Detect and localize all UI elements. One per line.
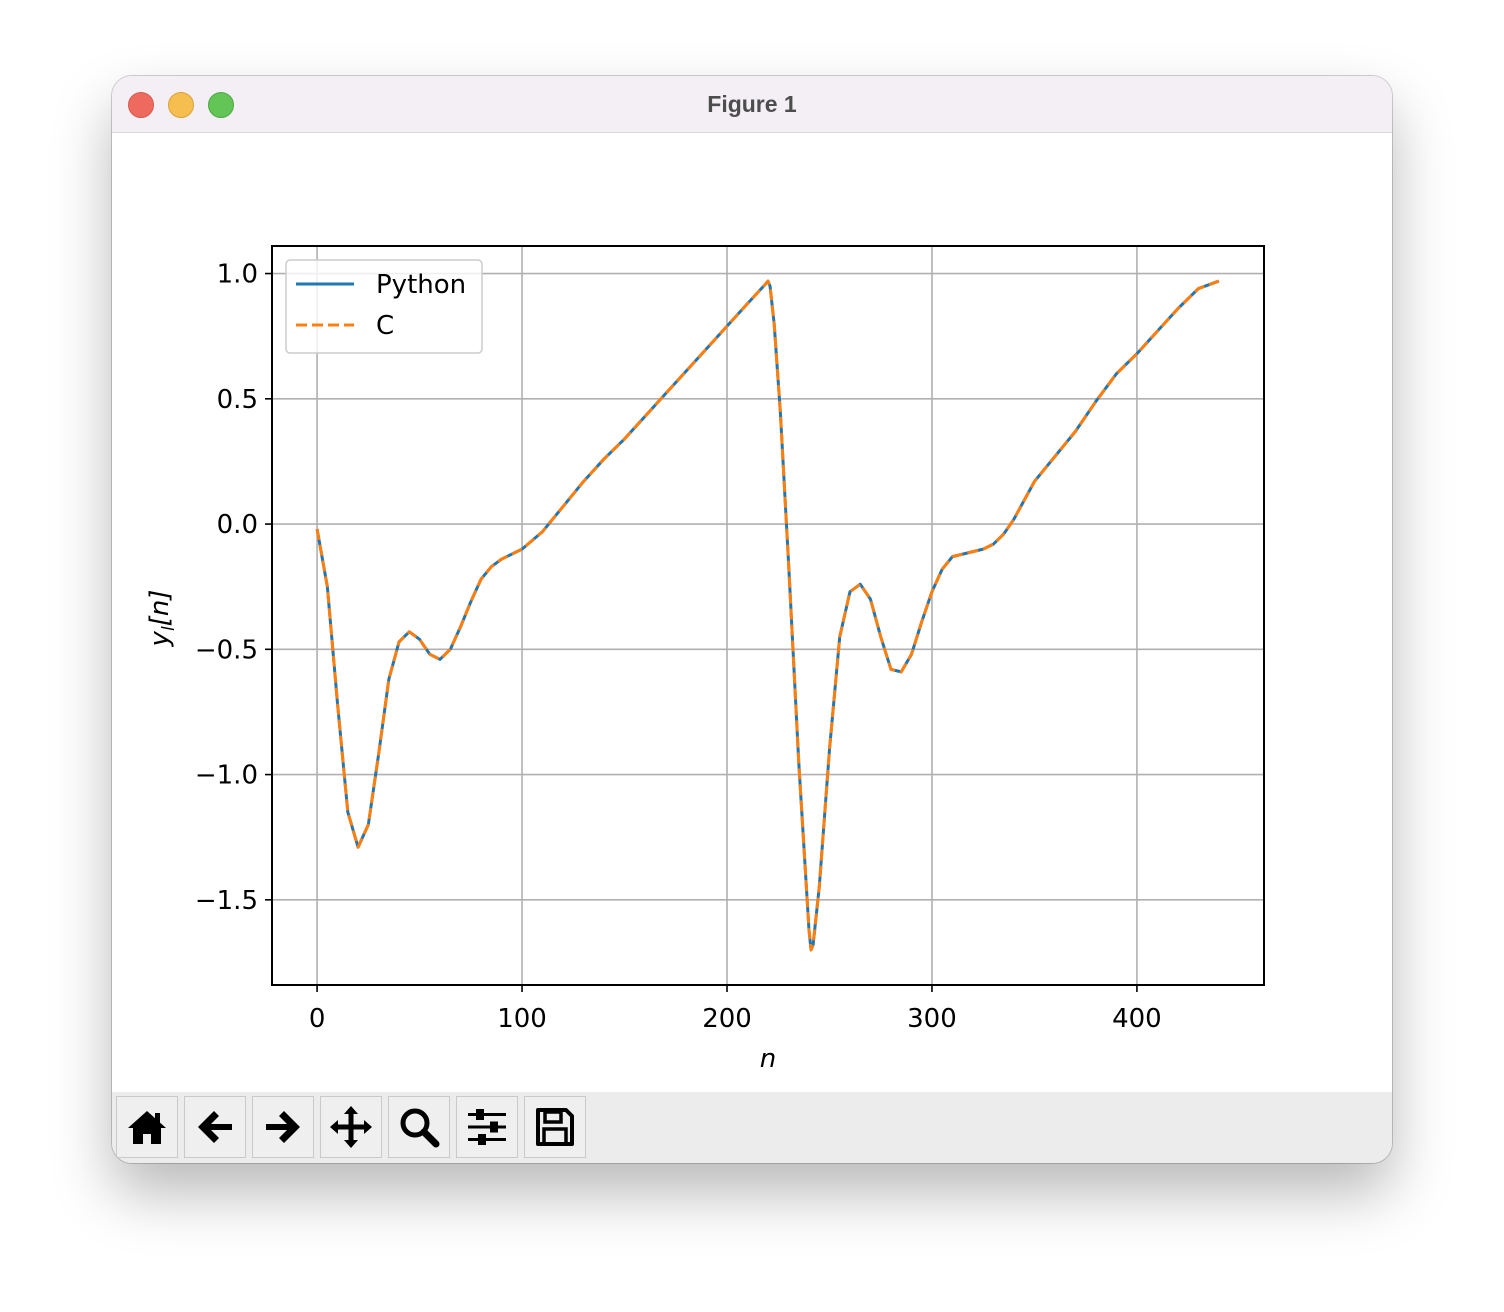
line-chart: 0 100 200 300 400 1.0 0.5 0.0 −0.5 −1.0 −1.5 Pytho… [145,245,1265,1074]
zoom-button[interactable] [388,1096,450,1158]
y-axis-label-tail: [n] [145,590,175,627]
y-axis-label-main: y [145,630,175,647]
y-axis-label: yl[n] [145,590,179,648]
floppy-disk-icon [536,1108,574,1146]
x-tick-label: 300 [907,1004,957,1034]
y-axis-label-subscript: l [159,626,179,631]
x-tick-label: 200 [702,1004,752,1034]
svg-text:yl[n]: yl[n] [145,590,179,648]
zoom-window-button[interactable] [208,92,234,118]
close-window-button[interactable] [128,92,154,118]
y-tick-label: −1.5 [195,886,258,916]
arrow-left-icon [198,1111,232,1143]
configure-subplots-button[interactable] [456,1096,518,1158]
legend-label-python: Python [376,270,466,300]
arrow-right-icon [266,1111,300,1143]
series-lines [315,279,1220,952]
forward-button[interactable] [252,1096,314,1158]
legend-label-c: C [376,311,394,341]
y-tick-label: 0.0 [217,510,258,540]
x-tick-label: 400 [1112,1004,1162,1034]
y-tick-label: −0.5 [195,635,258,665]
y-tick-label: 0.5 [217,385,258,415]
magnifier-icon [400,1108,440,1148]
minimize-window-button[interactable] [168,92,194,118]
x-axis-label: n [760,1044,776,1074]
home-icon [128,1111,166,1144]
series-line-python [315,279,1220,952]
window-title: Figure 1 [707,91,797,117]
legend: Python C [285,259,483,354]
y-tick-label: −1.0 [195,761,258,791]
axes-frame [271,245,1265,986]
navigation-toolbar [112,1092,1392,1163]
sliders-icon [468,1109,506,1145]
back-button[interactable] [184,1096,246,1158]
save-button[interactable] [524,1096,586,1158]
x-tick-label: 100 [497,1004,547,1034]
home-button[interactable] [116,1096,178,1158]
x-tick-label: 0 [309,1004,326,1034]
y-tick-label: 1.0 [217,260,258,290]
move-icon [330,1106,372,1148]
grid-lines [272,246,1264,985]
figure-canvas[interactable]: 0 100 200 300 400 1.0 0.5 0.0 −0.5 −1.0 −1.5 Pytho… [112,133,1392,1092]
series-line-c [315,279,1220,952]
figure-window: Figure 1 0 100 200 300 400 1.0 0.5 0.0 −0.5 −1.0 −… [112,76,1392,1163]
pan-button[interactable] [320,1096,382,1158]
axis-ticks: 0 100 200 300 400 1.0 0.5 0.0 −0.5 −1.0 −1.5 [195,260,1162,1034]
title-bar: Figure 1 [112,76,1392,133]
